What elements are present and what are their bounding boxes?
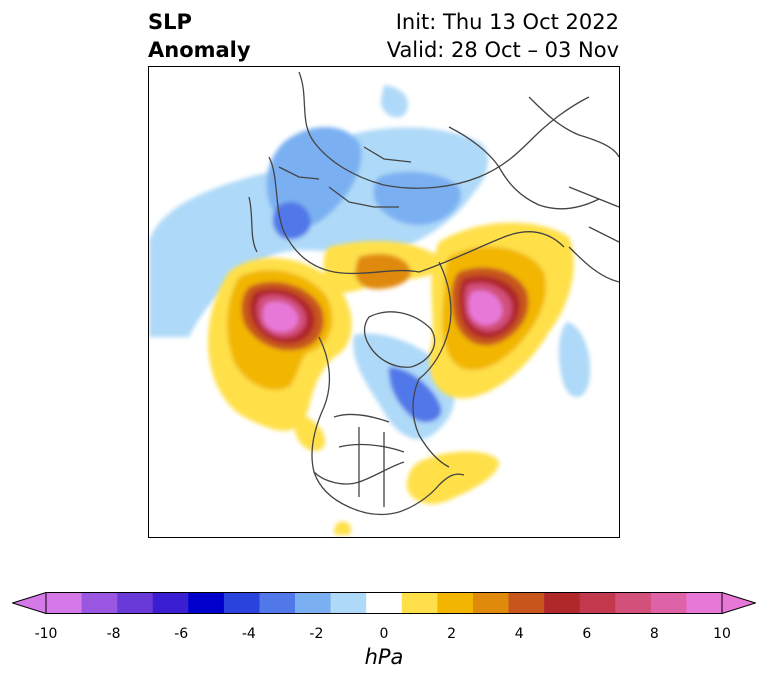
colorbar-extend-high [721, 592, 756, 614]
colorbar-segment [579, 592, 616, 614]
colorbar-tick-label: -10 [34, 626, 58, 642]
colorbar-segment [81, 592, 118, 614]
colorbar-segment [401, 592, 438, 614]
title-variable-line1: SLP [148, 10, 192, 34]
colorbar-tick-label: 2 [447, 626, 457, 642]
slp-anomaly-map [148, 66, 620, 538]
colorbar-segment [508, 592, 545, 614]
colorbar-segment [46, 592, 82, 614]
colorbar-segment [259, 592, 296, 614]
title-dates: Init: Thu 13 Oct 2022 Valid: 28 Oct – 03… [387, 8, 619, 64]
colorbar-segment [615, 592, 652, 614]
colorbar-segment [117, 592, 154, 614]
colorbar-tick-label: 0 [379, 626, 389, 642]
colorbar-tick-label: -6 [174, 626, 189, 642]
colorbar-segment [188, 592, 225, 614]
colorbar-segment [152, 592, 189, 614]
colorbar-segment [650, 592, 687, 614]
colorbar-tick-label: -4 [241, 626, 256, 642]
colorbar-segment [223, 592, 260, 614]
colorbar-tick-label: -8 [106, 626, 121, 642]
colorbar-segment [686, 592, 723, 614]
colorbar-segment [366, 592, 403, 614]
colorbar-units: hPa [364, 645, 404, 669]
colorbar-tick-label: 4 [514, 626, 524, 642]
positive-anomaly-shading [208, 222, 574, 535]
colorbar-tick-label: 6 [582, 626, 592, 642]
init-date: Init: Thu 13 Oct 2022 [395, 10, 619, 34]
colorbar-segment [437, 592, 474, 614]
valid-date-range: Valid: 28 Oct – 03 Nov [386, 38, 619, 62]
colorbar-segment [295, 592, 331, 614]
colorbar-segment [330, 592, 367, 614]
colorbar-tick-label: 10 [713, 626, 731, 642]
title-variable-line2: Anomaly [148, 38, 251, 62]
colorbar [12, 592, 756, 614]
negative-anomaly-shading [149, 85, 591, 440]
colorbar-segment [472, 592, 509, 614]
colorbar-tick-label: 8 [649, 626, 659, 642]
colorbar-segment [544, 592, 580, 614]
colorbar-tick-label: -2 [309, 626, 324, 642]
colorbar-extend-low [12, 592, 47, 614]
coastlines [248, 71, 619, 516]
title-variable: SLP Anomaly [148, 8, 251, 64]
